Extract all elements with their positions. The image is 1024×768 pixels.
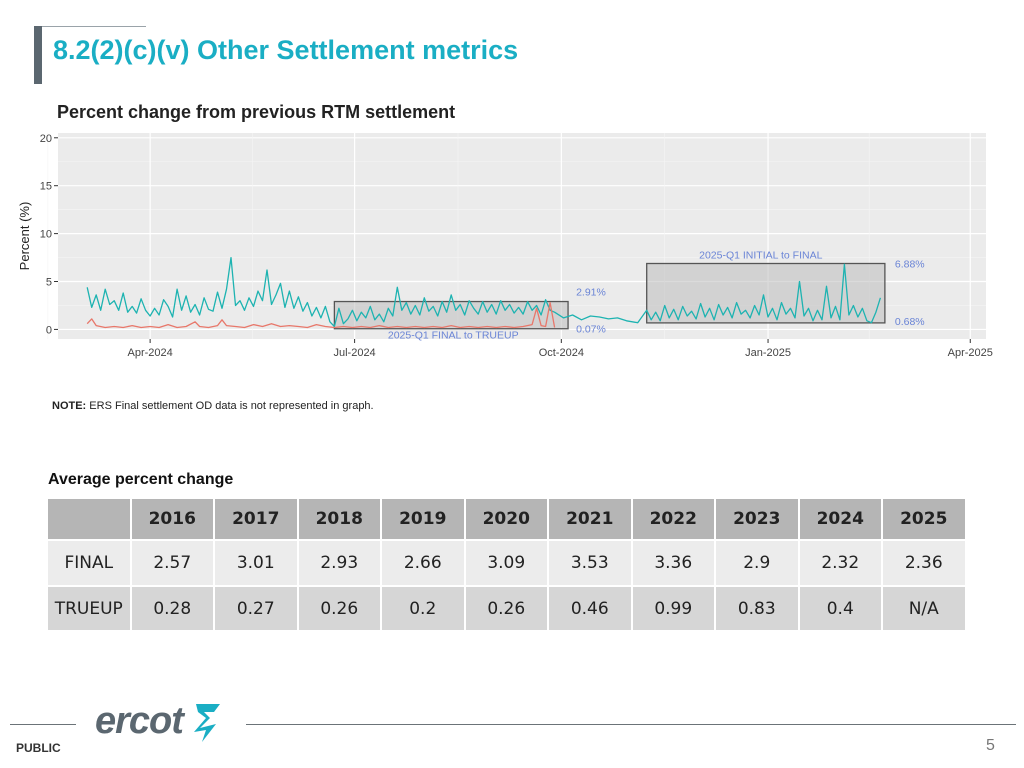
percent-change-chart: 2025-Q1 FINAL to TRUEUP 2.91% 0.07% 2025-Q1…	[17, 133, 993, 359]
y-tick-label: 15	[40, 181, 52, 193]
footer-rule-left	[10, 724, 76, 725]
footer-rule-right	[246, 724, 1016, 725]
header-cell: 2016	[131, 499, 213, 539]
table-cell: 2.57	[131, 539, 213, 585]
x-axis: Apr-2024 Jul-2024 Oct-2024 Jan-2025 Apr-2025	[127, 339, 993, 359]
ercot-logo: ercot	[95, 700, 184, 742]
table-cell: 0.4	[799, 585, 881, 630]
annotation-lower-value: 0.07%	[576, 324, 606, 336]
header-cell: 2025	[883, 499, 965, 539]
y-axis: 0 5 10 15 20	[40, 133, 58, 336]
table-cell: 2.32	[799, 539, 881, 585]
header-cell: 2023	[716, 499, 798, 539]
row-label: TRUEUP	[48, 585, 130, 630]
note-text: ERS Final settlement OD data is not repr…	[89, 400, 374, 412]
title-accent-rule	[42, 26, 146, 27]
table-row-final: FINAL 2.57 3.01 2.93 2.66 3.09 3.53 3.36…	[48, 539, 965, 585]
table-cell: 0.27	[215, 585, 297, 630]
table-cell: 0.83	[716, 585, 798, 630]
series-line	[86, 256, 882, 328]
x-tick-label: Apr-2025	[948, 347, 993, 359]
chart-title: Percent change from previous RTM settlem…	[57, 102, 456, 122]
annotation-upper-value: 6.88%	[895, 258, 925, 270]
y-axis-label: Percent (%)	[17, 202, 32, 271]
table-cell: 3.01	[215, 539, 297, 585]
x-tick-label: Apr-2024	[127, 347, 172, 359]
y-tick-label: 5	[46, 277, 52, 289]
avg-percent-table: 2016 2017 2018 2019 2020 2021 2022 2023 …	[46, 499, 967, 630]
y-tick-label: 0	[46, 324, 52, 336]
header-cell: 2018	[298, 499, 380, 539]
header-cell: 2020	[465, 499, 547, 539]
note: NOTE: ERS Final settlement OD data is no…	[52, 400, 374, 412]
table-cell: 3.36	[632, 539, 714, 585]
series-lines	[86, 256, 882, 329]
x-tick-label: Jan-2025	[745, 347, 791, 359]
table-cell: 2.93	[298, 539, 380, 585]
row-label: FINAL	[48, 539, 130, 585]
title-accent-bar	[34, 26, 42, 84]
header-cell: 2017	[215, 499, 297, 539]
table-header-row: 2016 2017 2018 2019 2020 2021 2022 2023 …	[48, 499, 965, 539]
table-cell: 0.26	[465, 585, 547, 630]
annotation-label: 2025-Q1 INITIAL to FINAL	[699, 249, 822, 261]
table-cell: N/A	[883, 585, 965, 630]
table-cell: 0.99	[632, 585, 714, 630]
table-cell: 3.09	[465, 539, 547, 585]
header-cell: 2024	[799, 499, 881, 539]
table-cell: 2.9	[716, 539, 798, 585]
page-number: 5	[986, 737, 995, 754]
table-cell: 2.36	[883, 539, 965, 585]
header-cell: 2019	[382, 499, 464, 539]
annotation-upper-value: 2.91%	[576, 287, 606, 299]
annotation-box	[333, 300, 569, 330]
y-tick-label: 10	[40, 229, 52, 241]
note-prefix: NOTE:	[52, 400, 87, 412]
header-cell: 2022	[632, 499, 714, 539]
x-tick-label: Oct-2024	[539, 347, 584, 359]
footer-label: PUBLIC	[16, 741, 61, 755]
table-cell: 0.26	[298, 585, 380, 630]
avg-table-title: Average percent change	[48, 471, 234, 488]
series-line	[86, 301, 556, 329]
annotation-label: 2025-Q1 FINAL to TRUEUP	[388, 330, 519, 342]
header-cell	[48, 499, 130, 539]
table-row-trueup: TRUEUP 0.28 0.27 0.26 0.2 0.26 0.46 0.99…	[48, 585, 965, 630]
table-cell: 0.2	[382, 585, 464, 630]
slide-title: 8.2(2)(c)(v) Other Settlement metrics	[53, 35, 519, 65]
table-cell: 3.53	[549, 539, 631, 585]
ercot-bolt-icon	[194, 704, 220, 742]
table-cell: 2.66	[382, 539, 464, 585]
header-cell: 2021	[549, 499, 631, 539]
y-tick-label: 20	[40, 133, 52, 145]
table-cell: 0.28	[131, 585, 213, 630]
x-tick-label: Jul-2024	[333, 347, 375, 359]
table-cell: 0.46	[549, 585, 631, 630]
annotation-lower-value: 0.68%	[895, 316, 925, 328]
